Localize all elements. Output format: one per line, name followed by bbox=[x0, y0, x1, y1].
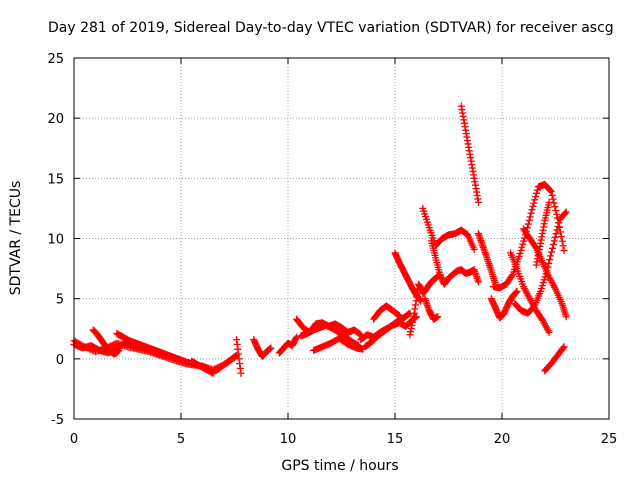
data-point bbox=[546, 256, 554, 264]
y-tick-labels: -5 0 5 10 15 20 25 bbox=[47, 52, 64, 428]
data-point bbox=[395, 312, 403, 320]
data-point bbox=[545, 198, 553, 206]
data-point bbox=[549, 241, 557, 249]
y-tick-label: -5 bbox=[51, 413, 64, 428]
data-point bbox=[524, 220, 532, 228]
data-point bbox=[520, 237, 528, 245]
data-point bbox=[549, 195, 557, 203]
data-point bbox=[552, 206, 560, 214]
data-point bbox=[474, 198, 482, 206]
grid-lines bbox=[74, 58, 609, 419]
data-point bbox=[237, 369, 245, 377]
data-point bbox=[528, 206, 536, 214]
data-point bbox=[559, 344, 567, 352]
y-tick-label: 15 bbox=[47, 172, 64, 187]
data-point bbox=[554, 222, 562, 230]
data-point bbox=[555, 219, 563, 227]
data-point bbox=[548, 244, 556, 252]
data-point bbox=[545, 328, 553, 336]
data-point bbox=[531, 196, 539, 204]
data-point bbox=[405, 310, 413, 318]
data-point bbox=[551, 203, 559, 211]
x-tick-label: 15 bbox=[387, 432, 404, 447]
data-point bbox=[548, 191, 556, 199]
data-point bbox=[115, 346, 123, 354]
y-tick-label: 20 bbox=[47, 112, 64, 127]
data-point bbox=[547, 252, 555, 260]
data-point bbox=[108, 341, 116, 349]
data-point bbox=[508, 272, 516, 280]
data-point bbox=[293, 333, 301, 341]
data-point bbox=[553, 210, 561, 218]
data-point bbox=[547, 188, 555, 196]
x-tick-label: 20 bbox=[494, 432, 511, 447]
y-tick-label: 5 bbox=[56, 293, 64, 308]
data-point bbox=[474, 278, 482, 286]
data-point bbox=[562, 208, 570, 216]
data-point bbox=[559, 242, 567, 250]
chart-title: Day 281 of 2019, Sidereal Day-to-day VTE… bbox=[48, 20, 614, 36]
data-point bbox=[550, 237, 558, 245]
y-tick-label: 10 bbox=[47, 233, 64, 248]
y-tick-label: 0 bbox=[56, 353, 64, 368]
x-tick-label: 10 bbox=[280, 432, 297, 447]
data-point bbox=[558, 237, 566, 245]
data-point bbox=[532, 193, 540, 201]
x-tick-label: 5 bbox=[177, 432, 185, 447]
data-point bbox=[434, 313, 442, 321]
y-axis-label: SDTVAR / TECUs bbox=[8, 181, 24, 296]
data-point bbox=[562, 313, 570, 321]
data-point bbox=[513, 287, 521, 295]
data-point bbox=[516, 249, 524, 257]
data-point bbox=[518, 243, 526, 251]
data-point bbox=[551, 233, 559, 241]
y-tick-label: 25 bbox=[47, 52, 64, 67]
x-tick-labels: 0 5 10 15 20 25 bbox=[70, 432, 617, 447]
data-point bbox=[517, 246, 525, 254]
data-point bbox=[557, 233, 565, 241]
data-point bbox=[560, 343, 568, 351]
data-point bbox=[553, 226, 561, 234]
data-point bbox=[470, 245, 478, 253]
data-point bbox=[529, 202, 537, 210]
x-tick-label: 0 bbox=[70, 432, 78, 447]
data-point bbox=[548, 248, 556, 256]
data-point bbox=[530, 199, 538, 207]
x-axis-label: GPS time / hours bbox=[281, 458, 398, 474]
x-tick-label: 25 bbox=[601, 432, 618, 447]
data-point bbox=[561, 209, 569, 217]
data-point bbox=[545, 259, 553, 267]
data-point bbox=[515, 253, 523, 261]
data-point bbox=[533, 189, 541, 197]
data-point bbox=[560, 247, 568, 255]
data-points bbox=[70, 102, 570, 377]
data-point bbox=[552, 230, 560, 238]
data-point bbox=[526, 213, 534, 221]
data-point bbox=[394, 311, 402, 319]
data-point bbox=[356, 330, 364, 338]
axis-ticks bbox=[73, 57, 610, 420]
data-point bbox=[546, 187, 554, 195]
data-point bbox=[533, 186, 541, 194]
data-point bbox=[525, 216, 533, 224]
data-point bbox=[267, 344, 275, 352]
data-point bbox=[527, 209, 535, 217]
data-point bbox=[519, 240, 527, 248]
